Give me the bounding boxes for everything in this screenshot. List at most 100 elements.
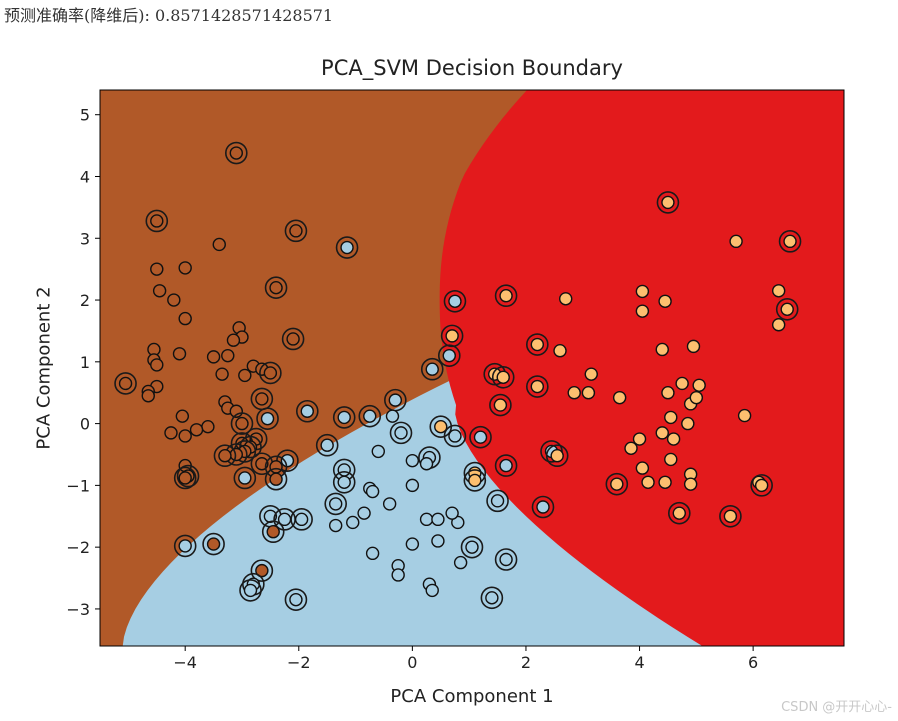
data-point (559, 292, 573, 306)
support-vector-ring (667, 501, 691, 525)
chart-title: PCA_SVM Decision Boundary (321, 56, 623, 80)
data-point (473, 430, 488, 444)
data-point (286, 332, 300, 346)
y-tick-label: 2 (80, 291, 90, 310)
support-vector-ring (332, 406, 356, 429)
support-vector-ring (440, 324, 464, 348)
data-point (238, 471, 252, 485)
data-point (226, 333, 241, 347)
data-point (434, 419, 448, 434)
data-point (783, 234, 797, 249)
support-vector-ring (443, 289, 467, 313)
data-point (499, 458, 513, 473)
support-vector-ring (145, 209, 169, 233)
data-point (150, 262, 164, 276)
x-tick-label: −4 (173, 653, 197, 672)
support-vector-ring (486, 489, 509, 513)
data-point (405, 537, 420, 551)
support-vector-ring (281, 327, 305, 351)
data-point (150, 214, 164, 228)
data-point (465, 540, 479, 554)
data-point (201, 419, 215, 434)
data-point (493, 398, 508, 412)
support-vector-ring (256, 407, 279, 430)
data-point (405, 453, 420, 468)
data-point (229, 447, 244, 462)
support-vector-ring (335, 236, 359, 259)
data-point (675, 376, 689, 391)
data-point (300, 404, 314, 418)
data-point (340, 240, 354, 255)
y-tick-label: 1 (80, 353, 90, 372)
data-point (448, 294, 462, 308)
data-point (178, 261, 192, 275)
support-vector-ring (494, 454, 518, 477)
data-point (206, 537, 221, 551)
data-point (530, 379, 545, 394)
data-point (550, 449, 564, 463)
support-vector-ring (463, 469, 487, 492)
data-point (382, 497, 397, 511)
data-point (641, 475, 655, 489)
support-vector-ring (290, 508, 313, 531)
data-point (445, 329, 459, 343)
data-point (448, 429, 462, 443)
support-vector-ring (775, 298, 799, 321)
data-point (218, 449, 232, 463)
data-point (658, 294, 672, 308)
support-vector-ring (389, 421, 413, 445)
data-point (425, 583, 439, 598)
x-axis-label: PCA Component 1 (390, 686, 554, 707)
support-vector-ring (778, 230, 802, 253)
data-point (655, 426, 669, 440)
data-points (114, 141, 802, 611)
data-point (405, 478, 420, 493)
data-point (260, 411, 275, 426)
data-point (215, 367, 229, 381)
support-vector-ring (437, 344, 461, 367)
data-point (365, 484, 380, 499)
support-vector-ring (480, 586, 504, 610)
support-vector-ring (750, 474, 773, 497)
data-point (581, 386, 596, 400)
data-point (442, 348, 456, 363)
data-point (490, 494, 505, 508)
data-point (445, 506, 459, 520)
data-point (635, 284, 650, 299)
data-point (238, 368, 252, 383)
data-point (661, 195, 675, 210)
data-point (266, 525, 280, 539)
data-point (178, 471, 192, 485)
decision-regions (100, 90, 844, 646)
support-vector-ring (259, 361, 282, 385)
support-vector-ring (264, 276, 288, 299)
support-vector-ring (284, 219, 308, 243)
data-point (235, 416, 249, 431)
data-point (553, 344, 567, 358)
support-vector-ring (358, 404, 382, 428)
data-point (771, 318, 786, 332)
data-point (635, 461, 650, 475)
support-vector-ring (239, 579, 262, 602)
data-point (499, 552, 513, 567)
data-point (737, 408, 752, 423)
data-point (661, 386, 675, 400)
y-tick-label: 5 (80, 106, 90, 125)
data-point (289, 224, 303, 238)
data-point (189, 423, 204, 437)
data-point (664, 410, 678, 425)
data-point (337, 475, 351, 489)
data-point (632, 432, 647, 446)
support-vector-ring (460, 535, 484, 559)
plot-frame (99, 89, 845, 647)
data-point (337, 463, 351, 477)
y-tick-label: 3 (80, 229, 90, 248)
y-tick-label: −3 (66, 600, 90, 619)
y-ticks: −3 −2 −1 0 1 2 3 4 5 (66, 106, 100, 619)
data-point (485, 591, 499, 605)
data-point (178, 539, 192, 553)
data-point (425, 362, 439, 376)
y-tick-label: −2 (66, 538, 90, 557)
data-point (255, 563, 269, 578)
